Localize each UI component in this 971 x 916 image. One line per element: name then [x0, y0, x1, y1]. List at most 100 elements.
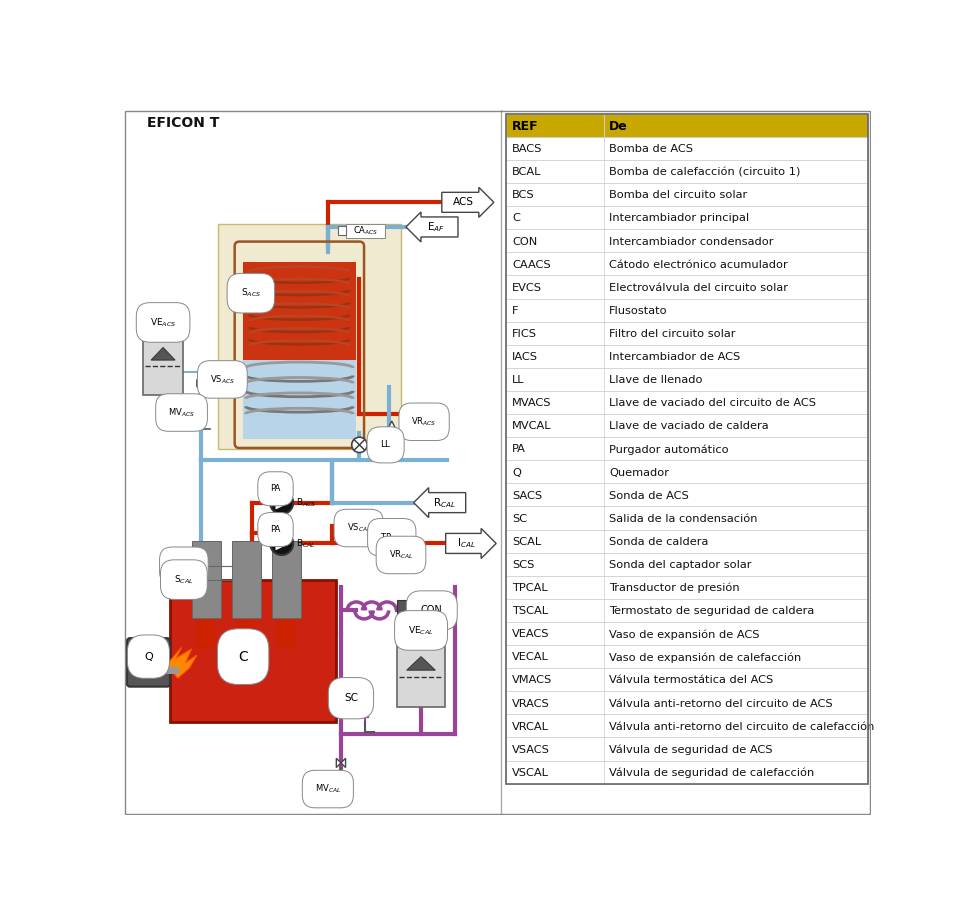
Text: BACS: BACS — [512, 144, 542, 154]
FancyBboxPatch shape — [507, 114, 868, 136]
Polygon shape — [413, 545, 420, 552]
Text: IACS: IACS — [512, 352, 538, 362]
Text: EVCS: EVCS — [512, 283, 542, 293]
FancyBboxPatch shape — [272, 541, 301, 618]
Text: E$_{AF}$: E$_{AF}$ — [427, 220, 446, 234]
Text: F: F — [512, 306, 519, 316]
Text: Transductor de presión: Transductor de presión — [609, 583, 740, 594]
Text: VS$_{ACS}$: VS$_{ACS}$ — [210, 373, 235, 386]
Text: Válvula de seguridad de calefacción: Válvula de seguridad de calefacción — [609, 768, 814, 778]
FancyBboxPatch shape — [507, 206, 868, 229]
Text: SCAL: SCAL — [512, 537, 541, 547]
Circle shape — [376, 537, 385, 546]
Text: MV$_{ACS}$: MV$_{ACS}$ — [168, 407, 195, 419]
Polygon shape — [361, 710, 369, 717]
Text: PA: PA — [270, 525, 281, 534]
FancyBboxPatch shape — [347, 224, 385, 238]
Text: R$_{CAL}$: R$_{CAL}$ — [433, 496, 455, 509]
Text: S$_{ACS}$: S$_{ACS}$ — [241, 287, 261, 300]
Text: VRCAL: VRCAL — [512, 722, 549, 732]
Circle shape — [270, 532, 293, 555]
FancyBboxPatch shape — [507, 391, 868, 414]
Text: Vaso de expansión de ACS: Vaso de expansión de ACS — [609, 629, 759, 639]
FancyBboxPatch shape — [143, 332, 184, 395]
Polygon shape — [243, 360, 355, 440]
FancyBboxPatch shape — [442, 187, 494, 217]
Text: SACS: SACS — [512, 491, 542, 501]
Polygon shape — [407, 657, 435, 671]
Text: VECAL: VECAL — [512, 652, 549, 662]
FancyBboxPatch shape — [507, 484, 868, 507]
FancyBboxPatch shape — [507, 668, 868, 692]
Text: Válvula anti-retorno del circuito de ACS: Válvula anti-retorno del circuito de ACS — [609, 699, 832, 709]
FancyBboxPatch shape — [507, 692, 868, 714]
Text: Sonda de caldera: Sonda de caldera — [609, 537, 708, 547]
FancyBboxPatch shape — [507, 714, 868, 737]
FancyBboxPatch shape — [507, 529, 868, 552]
Text: Sonda de ACS: Sonda de ACS — [609, 491, 688, 501]
Text: Llave de vaciado de caldera: Llave de vaciado de caldera — [609, 421, 768, 431]
Circle shape — [352, 437, 367, 453]
Text: Bomba de calefacción (circuito 1): Bomba de calefacción (circuito 1) — [609, 168, 800, 178]
Text: B$_{ACS}$: B$_{ACS}$ — [296, 496, 318, 509]
FancyBboxPatch shape — [197, 619, 216, 649]
Text: C: C — [238, 649, 248, 663]
FancyBboxPatch shape — [507, 276, 868, 299]
FancyBboxPatch shape — [507, 183, 868, 206]
Polygon shape — [201, 379, 205, 387]
Text: TS$_{CAL}$: TS$_{CAL}$ — [172, 560, 196, 572]
Text: PA: PA — [270, 485, 281, 493]
FancyBboxPatch shape — [237, 619, 255, 649]
FancyBboxPatch shape — [218, 224, 401, 449]
FancyBboxPatch shape — [507, 576, 868, 599]
Text: Intercambiador de ACS: Intercambiador de ACS — [609, 352, 740, 362]
Polygon shape — [276, 537, 289, 550]
Text: Válvula anti-retorno del circuito de calefacción: Válvula anti-retorno del circuito de cal… — [609, 722, 874, 732]
Text: VS$_{CAL}$: VS$_{CAL}$ — [347, 522, 371, 534]
Text: VMACS: VMACS — [512, 675, 552, 685]
Text: Sonda del captador solar: Sonda del captador solar — [609, 560, 752, 570]
Polygon shape — [197, 409, 201, 417]
Text: SC: SC — [512, 514, 527, 524]
Text: Termostato de seguridad de caldera: Termostato de seguridad de caldera — [609, 606, 814, 616]
Text: Intercambiador principal: Intercambiador principal — [609, 213, 749, 224]
Polygon shape — [201, 409, 205, 417]
Polygon shape — [276, 496, 289, 509]
FancyBboxPatch shape — [507, 645, 868, 668]
Text: Bomba de ACS: Bomba de ACS — [609, 144, 693, 154]
Text: VR$_{ACS}$: VR$_{ACS}$ — [412, 416, 437, 428]
Text: Válvula termostática del ACS: Válvula termostática del ACS — [609, 675, 773, 685]
Text: Q: Q — [144, 651, 152, 661]
FancyBboxPatch shape — [507, 599, 868, 622]
FancyBboxPatch shape — [507, 460, 868, 484]
Text: Bomba del circuito solar: Bomba del circuito solar — [609, 191, 747, 201]
FancyBboxPatch shape — [406, 212, 458, 242]
FancyBboxPatch shape — [507, 437, 868, 460]
Text: PA: PA — [512, 444, 525, 454]
Circle shape — [270, 491, 293, 514]
FancyBboxPatch shape — [507, 414, 868, 437]
FancyBboxPatch shape — [507, 160, 868, 183]
Text: REF: REF — [512, 120, 539, 133]
FancyBboxPatch shape — [397, 639, 445, 707]
FancyBboxPatch shape — [507, 737, 868, 760]
FancyBboxPatch shape — [507, 622, 868, 645]
FancyBboxPatch shape — [191, 541, 220, 618]
Text: Flusostato: Flusostato — [609, 306, 667, 316]
Text: MVCAL: MVCAL — [512, 421, 552, 431]
Text: TP$_{CAL}$: TP$_{CAL}$ — [380, 531, 403, 543]
Polygon shape — [167, 648, 197, 678]
Text: VR$_{CAL}$: VR$_{CAL}$ — [388, 549, 414, 562]
FancyBboxPatch shape — [507, 229, 868, 253]
Polygon shape — [197, 379, 201, 387]
FancyBboxPatch shape — [338, 226, 346, 235]
Polygon shape — [151, 347, 175, 360]
FancyBboxPatch shape — [507, 322, 868, 344]
FancyBboxPatch shape — [127, 638, 170, 687]
Text: Intercambiador condensador: Intercambiador condensador — [609, 236, 774, 246]
Text: BCS: BCS — [512, 191, 534, 201]
Text: Llave de vaciado del circuito de ACS: Llave de vaciado del circuito de ACS — [609, 398, 816, 409]
FancyBboxPatch shape — [446, 529, 496, 559]
Text: Q: Q — [512, 467, 520, 477]
Text: FICS: FICS — [512, 329, 537, 339]
